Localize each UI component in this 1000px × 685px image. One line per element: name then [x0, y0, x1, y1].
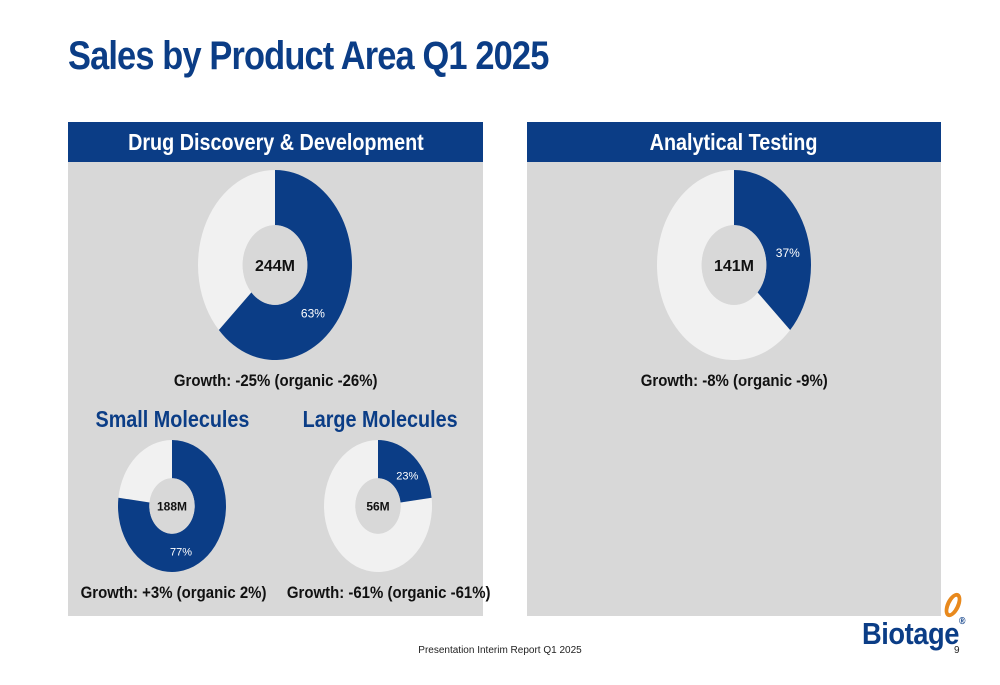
- donut-chart-small-molecules: 188M 77%: [117, 440, 226, 572]
- logo-leaf-icon: [944, 592, 962, 618]
- donut-chart-analytical-testing: 141M 37%: [657, 170, 811, 360]
- panel-header-analytical-testing-text: Analytical Testing: [650, 128, 818, 155]
- donut-share-label: 23%: [396, 471, 418, 483]
- donut-center-hole: [242, 225, 308, 305]
- donut-chart-drug-discovery: 244M 63%: [197, 170, 352, 360]
- panel-drug-discovery: Drug Discovery & Development 244M 63% Gro…: [68, 122, 491, 616]
- page-number: 9: [954, 645, 960, 656]
- donut-chart-large-molecules: 56M 23%: [324, 440, 432, 572]
- slide-title: Sales by Product Area Q1 2025: [68, 34, 549, 78]
- donut-share-segment: [218, 170, 352, 360]
- panel-header-drug-discovery-text: Drug Discovery & Development: [127, 128, 424, 155]
- donut-share-label: 77%: [170, 547, 192, 559]
- donut-center-hole: [355, 478, 401, 534]
- small-molecules-title: Small Molecules: [95, 406, 249, 432]
- footer-text: Presentation Interim Report Q1 2025: [418, 645, 582, 656]
- donut-center-value: 141M: [714, 258, 754, 275]
- panel-header-drug-discovery: Drug Discovery & Development: [68, 122, 483, 162]
- donut-share-segment: [378, 440, 432, 503]
- donut-center-value: 188M: [157, 500, 187, 514]
- growth-small-molecules: Growth: +3% (organic 2%): [80, 583, 267, 602]
- panel-analytical-testing: Analytical Testing 141M 37% Growth: -8% (…: [527, 122, 941, 616]
- growth-analytical-testing: Growth: -8% (organic -9%): [640, 371, 828, 390]
- donut-remainder-segment: [324, 440, 432, 572]
- logo-wordmark: Biotage®: [862, 616, 966, 651]
- growth-drug-discovery: Growth: -25% (organic -26%): [173, 371, 378, 390]
- donut-share-segment: [734, 170, 811, 331]
- donut-center-value: 56M: [366, 500, 389, 514]
- donut-remainder-segment: [657, 170, 791, 360]
- donut-center-value: 244M: [255, 258, 295, 275]
- donut-share-segment: [117, 440, 226, 572]
- donut-share-label: 37%: [776, 246, 800, 260]
- growth-large-molecules: Growth: -61% (organic -61%): [286, 583, 491, 602]
- large-molecules-title: Large Molecules: [302, 406, 458, 432]
- donut-center-hole: [149, 478, 195, 534]
- donut-remainder-segment: [197, 170, 275, 331]
- donut-center-hole: [701, 225, 767, 305]
- biotage-logo: Biotage®: [862, 588, 972, 658]
- panel-header-analytical-testing: Analytical Testing: [527, 122, 941, 162]
- donut-remainder-segment: [118, 440, 172, 503]
- donut-share-label: 63%: [301, 307, 325, 321]
